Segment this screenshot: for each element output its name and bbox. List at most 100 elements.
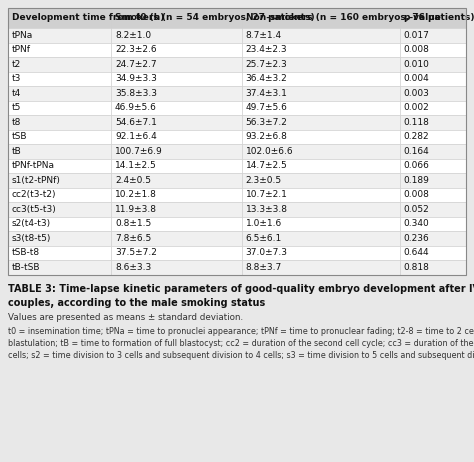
Bar: [111, 115, 242, 129]
Bar: [8, 202, 111, 217]
Bar: [111, 43, 242, 57]
Bar: [400, 57, 466, 72]
Bar: [242, 173, 400, 188]
Text: 0.164: 0.164: [403, 147, 429, 156]
Bar: [400, 158, 466, 173]
Bar: [400, 43, 466, 57]
Bar: [111, 202, 242, 217]
Text: 25.7±2.3: 25.7±2.3: [246, 60, 287, 69]
Bar: [400, 231, 466, 245]
Text: 14.7±2.5: 14.7±2.5: [246, 161, 287, 170]
Text: 0.236: 0.236: [403, 234, 429, 243]
Text: Smokers (n = 54 embryos, 27 patients): Smokers (n = 54 embryos, 27 patients): [115, 13, 315, 23]
Bar: [242, 43, 400, 57]
Text: 0.189: 0.189: [403, 176, 429, 185]
Bar: [8, 115, 111, 129]
Bar: [8, 144, 111, 158]
Bar: [8, 28, 111, 43]
Bar: [242, 158, 400, 173]
Text: tPNf: tPNf: [12, 45, 31, 54]
Text: 23.4±2.3: 23.4±2.3: [246, 45, 287, 54]
Bar: [111, 260, 242, 274]
Text: 92.1±6.4: 92.1±6.4: [115, 132, 157, 141]
Bar: [8, 43, 111, 57]
Bar: [400, 144, 466, 158]
Text: 37.0±7.3: 37.0±7.3: [246, 248, 288, 257]
Bar: [242, 129, 400, 144]
Text: TABLE 3: Time-lapse kinetic parameters of good-quality embryo development after : TABLE 3: Time-lapse kinetic parameters o…: [8, 285, 474, 308]
Bar: [111, 173, 242, 188]
Text: 14.1±2.5: 14.1±2.5: [115, 161, 157, 170]
Text: 54.6±7.1: 54.6±7.1: [115, 118, 157, 127]
Text: tB-tSB: tB-tSB: [12, 263, 40, 272]
Bar: [242, 202, 400, 217]
Text: 0.052: 0.052: [403, 205, 429, 214]
Text: 8.7±1.4: 8.7±1.4: [246, 31, 282, 40]
Text: 49.7±5.6: 49.7±5.6: [246, 103, 287, 112]
Text: 56.3±7.2: 56.3±7.2: [246, 118, 287, 127]
Bar: [8, 8, 111, 28]
Bar: [242, 72, 400, 86]
Bar: [8, 57, 111, 72]
Text: 22.3±2.6: 22.3±2.6: [115, 45, 157, 54]
Text: 37.4±3.1: 37.4±3.1: [246, 89, 287, 98]
Bar: [8, 158, 111, 173]
Text: 35.8±3.3: 35.8±3.3: [115, 89, 157, 98]
Text: 0.282: 0.282: [403, 132, 429, 141]
Text: 102.0±6.6: 102.0±6.6: [246, 147, 293, 156]
Text: 11.9±3.8: 11.9±3.8: [115, 205, 157, 214]
Text: t4: t4: [12, 89, 21, 98]
Text: tPNa: tPNa: [12, 31, 33, 40]
Bar: [8, 245, 111, 260]
Text: 46.9±5.6: 46.9±5.6: [115, 103, 157, 112]
Text: s3(t8-t5): s3(t8-t5): [12, 234, 51, 243]
Bar: [400, 8, 466, 28]
Text: 8.2±1.0: 8.2±1.0: [115, 31, 151, 40]
Bar: [111, 101, 242, 115]
Text: Values are presented as means ± standard deviation.: Values are presented as means ± standard…: [8, 312, 243, 322]
Text: 0.340: 0.340: [403, 219, 429, 228]
Bar: [400, 245, 466, 260]
Bar: [242, 115, 400, 129]
Text: 34.9±3.3: 34.9±3.3: [115, 74, 157, 83]
Text: 0.008: 0.008: [403, 190, 429, 199]
Text: Non-smokers (n = 160 embryos, 76 patients): Non-smokers (n = 160 embryos, 76 patient…: [246, 13, 474, 23]
Text: 37.5±7.2: 37.5±7.2: [115, 248, 157, 257]
Bar: [8, 231, 111, 245]
Text: 8.8±3.7: 8.8±3.7: [246, 263, 282, 272]
Bar: [242, 57, 400, 72]
Text: 0.004: 0.004: [403, 74, 429, 83]
Text: t5: t5: [12, 103, 21, 112]
Text: s2(t4-t3): s2(t4-t3): [12, 219, 51, 228]
Bar: [400, 86, 466, 101]
Text: 7.8±6.5: 7.8±6.5: [115, 234, 151, 243]
Bar: [242, 231, 400, 245]
Bar: [111, 86, 242, 101]
Text: t8: t8: [12, 118, 21, 127]
Text: tPNf-tPNa: tPNf-tPNa: [12, 161, 55, 170]
Bar: [8, 260, 111, 274]
Bar: [400, 101, 466, 115]
Text: tSB: tSB: [12, 132, 27, 141]
Text: 0.644: 0.644: [403, 248, 429, 257]
Text: 36.4±3.2: 36.4±3.2: [246, 74, 287, 83]
Bar: [242, 245, 400, 260]
Text: tSB-t8: tSB-t8: [12, 248, 40, 257]
Bar: [400, 115, 466, 129]
Text: 1.0±1.6: 1.0±1.6: [246, 219, 282, 228]
Text: cc2(t3-t2): cc2(t3-t2): [12, 190, 56, 199]
Text: 100.7±6.9: 100.7±6.9: [115, 147, 163, 156]
Bar: [400, 202, 466, 217]
Text: 93.2±6.8: 93.2±6.8: [246, 132, 287, 141]
Text: 0.118: 0.118: [403, 118, 429, 127]
Text: 2.3±0.5: 2.3±0.5: [246, 176, 282, 185]
Bar: [400, 173, 466, 188]
Text: Development time from t0 (h): Development time from t0 (h): [12, 13, 164, 23]
Bar: [8, 188, 111, 202]
Bar: [8, 217, 111, 231]
Bar: [242, 217, 400, 231]
Bar: [111, 245, 242, 260]
Text: 0.017: 0.017: [403, 31, 429, 40]
Bar: [242, 188, 400, 202]
Text: 10.7±2.1: 10.7±2.1: [246, 190, 287, 199]
